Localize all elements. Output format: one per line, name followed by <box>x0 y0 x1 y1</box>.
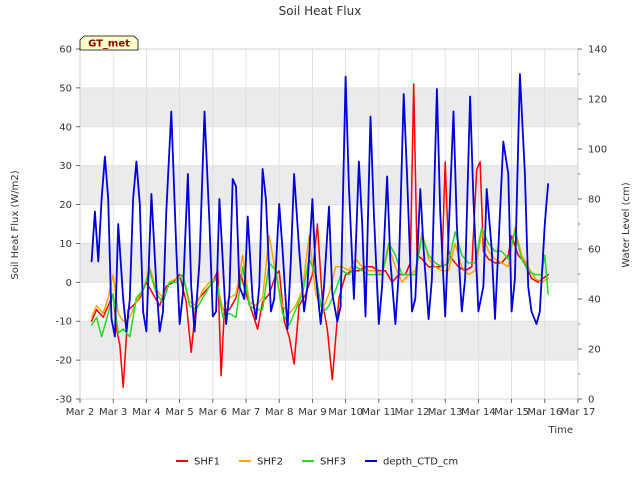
y-tick-label: -20 <box>56 356 72 367</box>
y-tick-label: 10 <box>59 239 72 250</box>
x-axis-title: Time <box>548 425 573 436</box>
legend-label: SHF3 <box>320 457 346 468</box>
y2-tick-label: 140 <box>588 45 607 56</box>
background-band <box>80 165 578 205</box>
y2-axis-ticks: 0 20 40 60 80 100 120 140 <box>578 45 607 406</box>
x-tick-label: Mar 7 <box>232 407 260 418</box>
badge-label: GT_met <box>88 39 130 50</box>
y2-tick-label: 0 <box>588 395 594 406</box>
x-tick-label: Mar 5 <box>165 407 193 418</box>
y-tick-label: 60 <box>59 45 72 56</box>
series-line-shf2 <box>90 227 549 322</box>
legend: SHF1 SHF2 SHF3 depth_CTD_cm <box>176 457 458 468</box>
y2-tick-label: 40 <box>588 295 601 306</box>
legend-label: depth_CTD_cm <box>383 457 458 468</box>
x-tick-label: Mar 4 <box>132 407 160 418</box>
x-tick-label: Mar 15 <box>494 407 529 418</box>
x-tick-label: Mar 11 <box>361 407 396 418</box>
x-tick-label: Mar 9 <box>298 407 326 418</box>
chart-title: Soil Heat Flux <box>279 4 362 18</box>
y2-axis-title: Water Level (cm) <box>621 182 632 267</box>
y-tick-label: 20 <box>59 200 72 211</box>
y-tick-label: 50 <box>59 83 72 94</box>
y-tick-label: 30 <box>59 161 72 172</box>
x-tick-label: Mar 14 <box>461 407 496 418</box>
y2-tick-label: 120 <box>588 95 607 106</box>
y-tick-label: -30 <box>56 395 72 406</box>
x-tick-label: Mar 3 <box>99 407 127 418</box>
x-tick-label: Mar 10 <box>328 407 363 418</box>
y2-tick-label: 80 <box>588 195 601 206</box>
x-tick-label: Mar 8 <box>265 407 293 418</box>
y2-tick-label: 100 <box>588 145 607 156</box>
y-tick-label: 40 <box>59 122 72 133</box>
x-axis-ticks: Mar 2 Mar 3 Mar 4 Mar 5 Mar 6 Mar 7 Mar 8 Mar 9… <box>66 399 596 418</box>
y-axis-title: Soil Heat Flux (W/m2) <box>10 170 21 279</box>
station-badge: GT_met <box>79 35 139 51</box>
x-tick-label: Mar 17 <box>561 407 596 418</box>
y2-tick-label: 20 <box>588 345 601 356</box>
series-line-depth-ctd-cm <box>90 73 549 338</box>
badge-shape <box>79 35 139 51</box>
y-tick-label: -10 <box>56 317 72 328</box>
x-tick-label: Mar 6 <box>199 407 227 418</box>
y2-tick-label: 60 <box>588 245 601 256</box>
legend-label: SHF2 <box>257 457 283 468</box>
series-layer <box>90 73 549 389</box>
x-tick-label: Mar 2 <box>66 407 94 418</box>
y-tick-label: 0 <box>66 278 72 289</box>
background-band <box>80 87 578 127</box>
y-axis-ticks: -30 -20 -10 0 10 20 30 40 50 60 <box>56 45 80 406</box>
x-tick-label: Mar 16 <box>527 407 562 418</box>
x-tick-label: Mar 12 <box>395 407 430 418</box>
legend-label: SHF1 <box>194 457 220 468</box>
x-tick-label: Mar 13 <box>428 407 463 418</box>
